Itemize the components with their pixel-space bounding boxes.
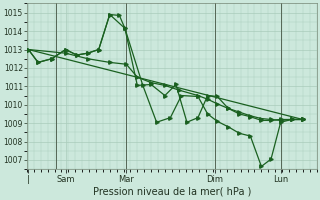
X-axis label: Pression niveau de la mer( hPa ): Pression niveau de la mer( hPa ) — [92, 187, 251, 197]
